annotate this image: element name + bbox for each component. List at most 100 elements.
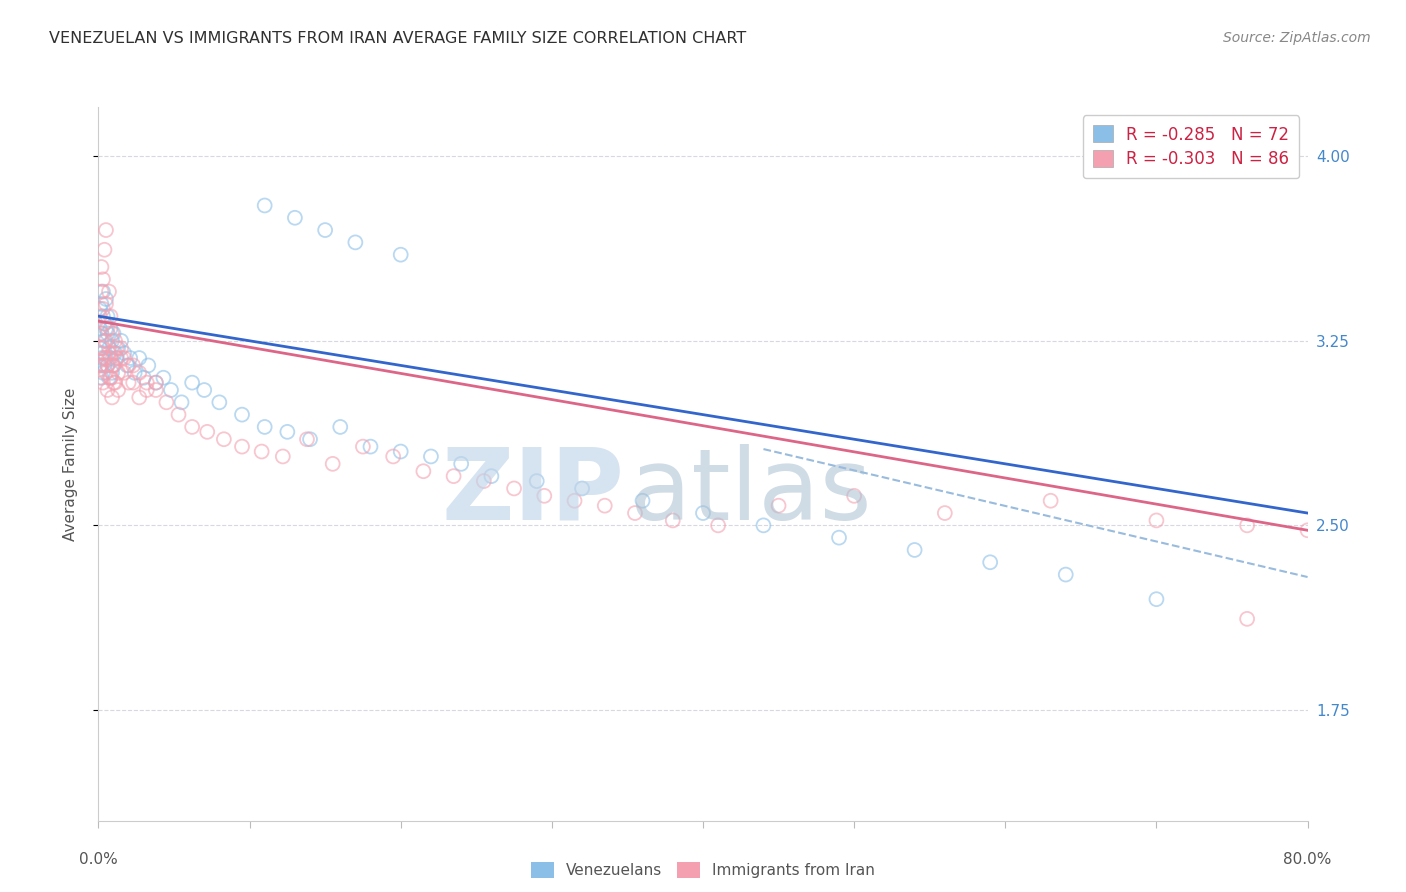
Point (352, 440, 374, 454)
Point (91, 376, 114, 390)
Point (91, 272, 114, 286)
Point (231, 408, 253, 422)
Point (90, 359, 112, 373)
Point (90, 297, 112, 311)
Point (89, 321, 111, 335)
Point (420, 450, 443, 464)
Point (101, 391, 124, 405)
Point (104, 376, 127, 390)
Point (100, 370, 122, 384)
Point (122, 359, 145, 373)
Text: VENEZUELAN VS IMMIGRANTS FROM IRAN AVERAGE FAMILY SIZE CORRELATION CHART: VENEZUELAN VS IMMIGRANTS FROM IRAN AVERA… (49, 31, 747, 46)
Point (120, 351, 142, 365)
Point (503, 482, 526, 496)
Point (89, 301, 111, 316)
Point (110, 351, 132, 365)
Point (828, 531, 851, 545)
Point (96, 326, 118, 341)
Point (145, 383, 167, 397)
Point (122, 376, 145, 390)
Point (1144, 592, 1167, 607)
Point (979, 555, 1001, 569)
Point (93, 317, 115, 331)
Point (110, 341, 132, 355)
Point (412, 464, 434, 478)
Point (89, 359, 111, 373)
Point (103, 359, 125, 373)
Point (91, 366, 114, 380)
Point (1296, 523, 1319, 537)
Point (96, 383, 118, 397)
Point (135, 376, 157, 390)
Point (118, 376, 141, 390)
Point (181, 376, 204, 390)
Point (170, 395, 193, 409)
Point (443, 469, 465, 483)
Point (768, 499, 790, 513)
Point (624, 506, 647, 520)
Point (91, 285, 114, 299)
Point (93, 351, 115, 365)
Point (128, 366, 150, 380)
Y-axis label: Average Family Size: Average Family Size (63, 387, 77, 541)
Point (96, 359, 118, 373)
Point (105, 351, 128, 365)
Point (1236, 612, 1258, 626)
Point (389, 444, 412, 458)
Point (707, 518, 730, 533)
Point (284, 211, 307, 225)
Point (145, 376, 167, 390)
Point (90, 326, 112, 341)
Point (250, 444, 273, 458)
Point (160, 383, 183, 397)
Point (91, 309, 114, 323)
Point (101, 326, 124, 341)
Point (1236, 518, 1258, 533)
Point (105, 341, 128, 355)
Point (115, 359, 138, 373)
Point (91, 301, 114, 316)
Point (253, 198, 276, 212)
Point (195, 425, 218, 439)
Text: ZIP: ZIP (441, 444, 624, 541)
Point (98, 341, 121, 355)
Point (94, 292, 117, 306)
Point (631, 493, 654, 508)
Point (94, 334, 117, 348)
Point (93, 243, 115, 257)
Point (212, 432, 235, 446)
Point (94, 223, 117, 237)
Point (1039, 493, 1062, 508)
Point (271, 450, 294, 464)
Point (662, 513, 685, 527)
Point (104, 346, 127, 360)
Point (104, 334, 127, 348)
Point (382, 450, 405, 464)
Point (145, 376, 167, 390)
Point (472, 474, 495, 488)
Point (96, 321, 118, 335)
Point (112, 366, 135, 380)
Point (322, 457, 344, 471)
Point (344, 235, 367, 250)
Text: atlas: atlas (630, 444, 872, 541)
Point (96, 309, 118, 323)
Point (100, 370, 122, 384)
Point (89, 359, 111, 373)
Text: 0.0%: 0.0% (79, 852, 118, 867)
Point (100, 309, 122, 323)
Point (103, 346, 125, 360)
Point (389, 248, 412, 262)
Point (90, 260, 112, 274)
Point (90, 351, 112, 365)
Point (450, 457, 472, 471)
Point (101, 366, 124, 380)
Point (1144, 513, 1167, 527)
Point (136, 359, 159, 373)
Point (112, 351, 135, 365)
Point (98, 346, 121, 360)
Point (571, 482, 593, 496)
Point (101, 359, 124, 373)
Point (100, 351, 122, 365)
Point (103, 376, 125, 390)
